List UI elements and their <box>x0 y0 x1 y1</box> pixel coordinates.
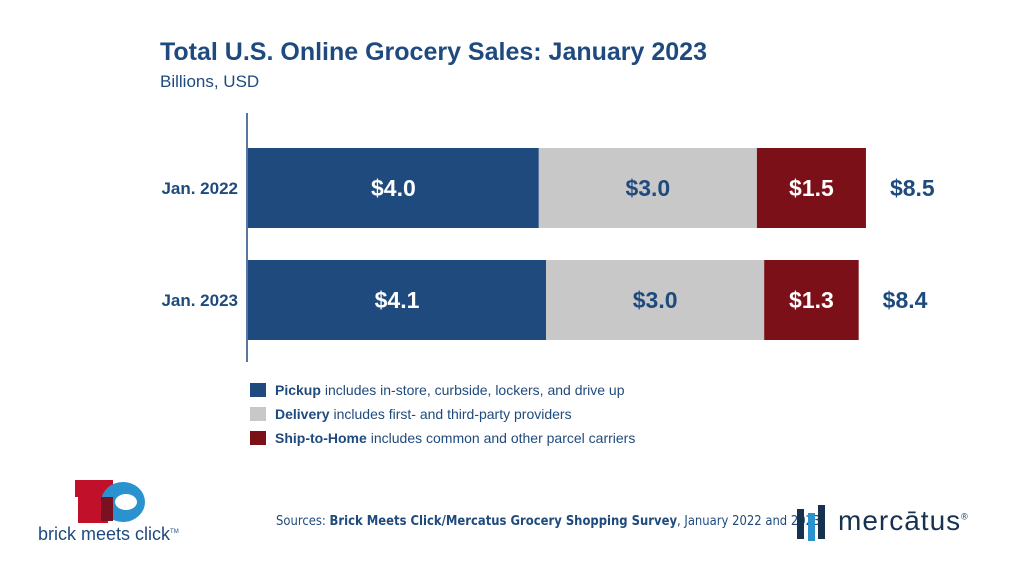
legend-swatch <box>250 407 266 421</box>
legend-item-ship-to-home: Ship-to-Home includes common and other pa… <box>250 430 635 446</box>
bar-segment-pickup <box>248 148 539 228</box>
data-label: $1.5 <box>789 175 834 201</box>
data-label: $4.0 <box>371 175 416 201</box>
legend-item-delivery: Delivery includes first- and third-party … <box>250 406 572 422</box>
bar-chart: Jan. 2022 $4.0 $3.0 $1.5 $8.5 Jan. 2023 $4.1 $3… <box>161 113 935 362</box>
legend-swatch <box>250 431 266 445</box>
total-label: $8.4 <box>883 287 928 313</box>
sources-note: Sources: Brick Meets Click/Mercatus Groc… <box>276 513 825 529</box>
data-label: $1.3 <box>789 287 834 313</box>
bar-segment-ship-to-home <box>756 148 866 228</box>
chart-title: Total U.S. Online Grocery Sales: January… <box>160 38 707 66</box>
total-label: $8.5 <box>890 175 935 201</box>
mercatus-logo-icon <box>797 505 833 541</box>
data-label: $3.0 <box>625 175 670 201</box>
mercatus-wordmark: mercātus® <box>838 505 969 536</box>
bar-segment-delivery <box>538 148 757 228</box>
data-label: $4.1 <box>375 287 420 313</box>
legend-item-pickup: Pickup includes in-store, curbside, locke… <box>250 382 625 398</box>
bar-segment-pickup <box>248 260 547 340</box>
category-label: Jan. 2022 <box>161 179 238 198</box>
brick-meets-click-wordmark: brick meets clickTM <box>38 524 179 544</box>
category-label: Jan. 2023 <box>161 291 238 310</box>
bar-segment-ship-to-home <box>764 260 859 340</box>
bar-segment-delivery <box>546 260 765 340</box>
legend-swatch <box>250 383 266 397</box>
data-label: $3.0 <box>633 287 678 313</box>
chart-subtitle: Billions, USD <box>160 72 260 91</box>
brick-meets-click-logo <box>73 480 153 525</box>
